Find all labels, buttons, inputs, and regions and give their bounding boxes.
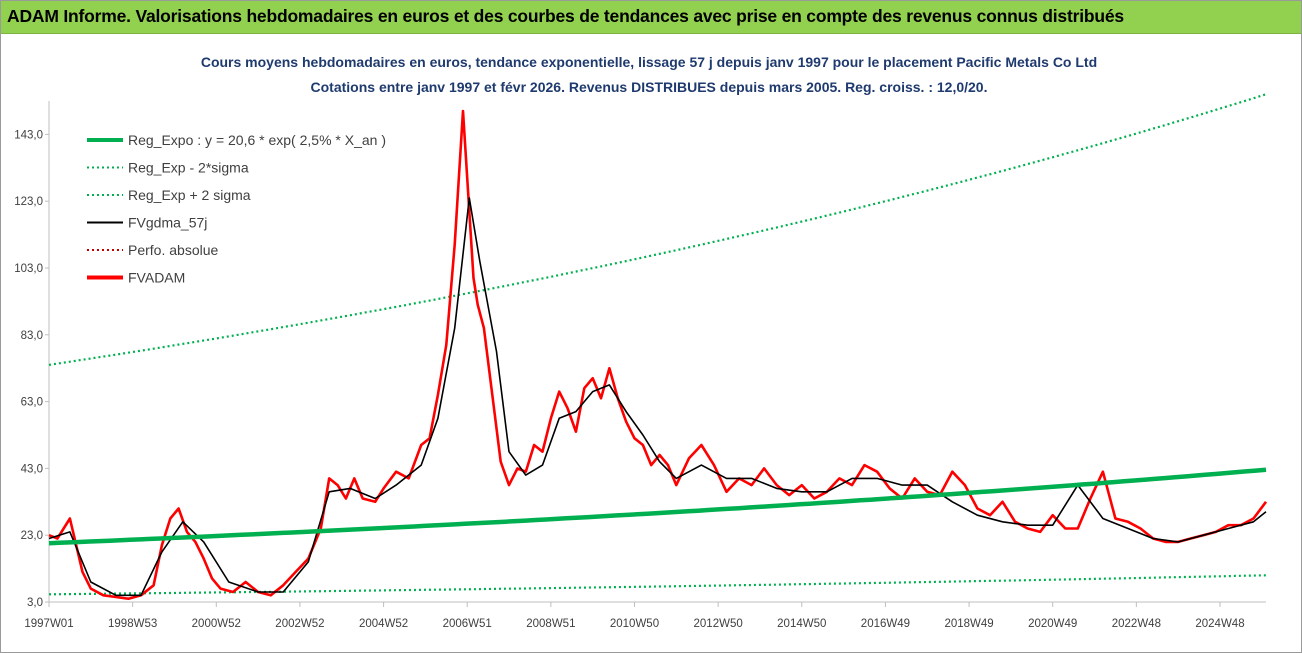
legend: Reg_Expo : y = 20,6 * exp( 2,5% * X_an )… (87, 132, 386, 286)
y-tick-label: 83,0 (21, 330, 43, 342)
y-tick-label: 103,0 (14, 263, 43, 275)
chart-title-line-1: Cours moyens hebdomadaires en euros, ten… (201, 54, 1097, 70)
header-bar: ADAM Informe. Valorisations hebdomadaire… (1, 1, 1301, 34)
series-reg-expo (48, 467, 1267, 546)
chart-title-line-2: Cotations entre janv 1997 et févr 2026. … (311, 79, 988, 95)
x-tick-label: 2006W51 (443, 618, 492, 630)
legend-label: Reg_Exp - 2*sigma (128, 160, 249, 176)
legend-label: Reg_Exp + 2 sigma (128, 187, 251, 203)
series-reg-exp-plus-2sigma (48, 93, 1267, 366)
y-tick-label: 123,0 (14, 196, 43, 208)
x-tick-label: 2000W52 (192, 618, 241, 630)
series-fvadam (48, 109, 1268, 600)
x-tick-label: 2014W50 (777, 618, 826, 630)
y-tick-label: 3,0 (27, 597, 43, 609)
x-tick-label: 1998W53 (108, 618, 157, 630)
x-tick-label: 2022W48 (1112, 618, 1161, 630)
x-tick-label: 2010W50 (610, 618, 659, 630)
x-tick-label: 2016W49 (861, 618, 910, 630)
x-axis-ticks: 1997W01 1998W53 2000W52 2002W52 2004W52 2006W… (24, 602, 1245, 630)
x-tick-label: 1997W01 (24, 618, 73, 630)
series-fvgdma-57j (48, 197, 1267, 597)
y-axis-ticks: 3,0 23,0 43,0 63,0 83,0 103,0 123,0 143,0 (14, 129, 49, 609)
x-tick-label: 2024W48 (1195, 618, 1244, 630)
x-tick-label: 2020W49 (1028, 618, 1077, 630)
y-tick-label: 63,0 (21, 397, 43, 409)
legend-label: FVADAM (128, 270, 185, 286)
y-tick-label: 43,0 (21, 463, 43, 475)
legend-label: FVgdma_57j (128, 215, 207, 231)
y-tick-label: 23,0 (21, 530, 43, 542)
page-title: ADAM Informe. Valorisations hebdomadaire… (7, 6, 1124, 26)
legend-label: Reg_Expo : y = 20,6 * exp( 2,5% * X_an ) (128, 132, 386, 148)
y-tick-label: 143,0 (14, 129, 43, 141)
x-tick-label: 2002W52 (275, 618, 324, 630)
legend-label: Perfo. absolue (128, 242, 218, 258)
series-layer (48, 93, 1268, 600)
x-tick-label: 2004W52 (359, 618, 408, 630)
x-tick-label: 2012W50 (694, 618, 743, 630)
x-tick-label: 2008W51 (526, 618, 575, 630)
axes (48, 101, 1266, 603)
x-tick-label: 2018W49 (944, 618, 993, 630)
